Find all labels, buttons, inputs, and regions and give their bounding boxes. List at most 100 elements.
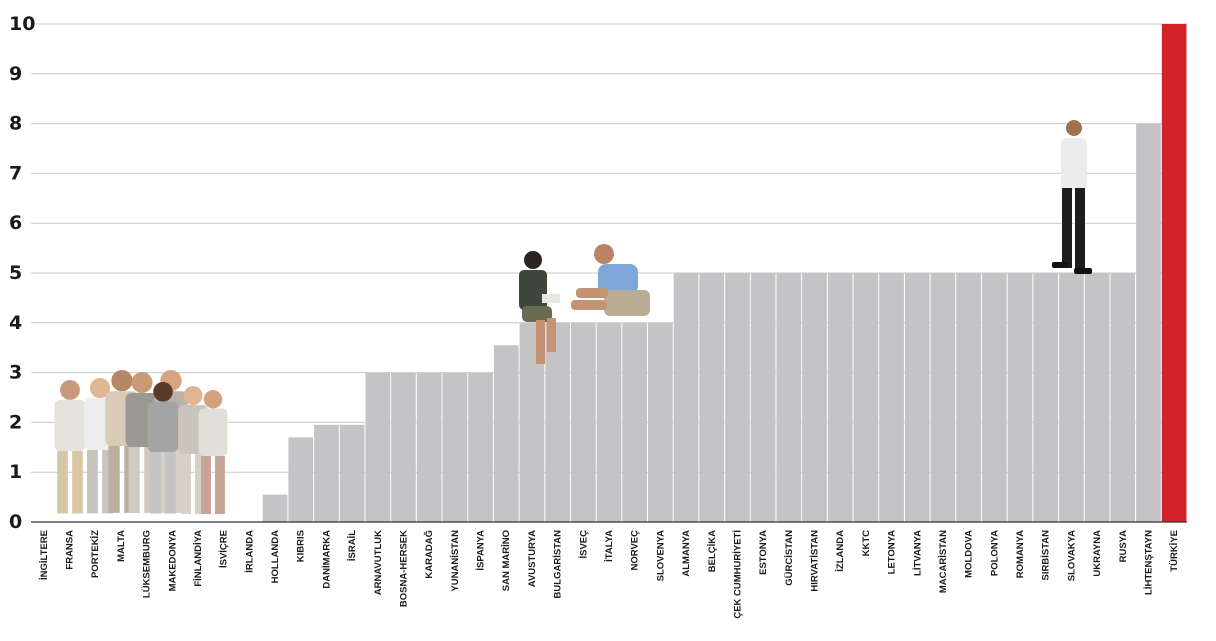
bar	[288, 437, 314, 522]
bar	[468, 372, 493, 522]
x-tick-label: İSRAİL	[347, 530, 358, 561]
x-tick-label: İRLANDA	[244, 530, 255, 573]
y-tick-label: 2	[9, 411, 22, 433]
bar	[827, 273, 853, 522]
x-tick-label: KARADAĞ	[423, 530, 435, 579]
bar	[1136, 123, 1161, 522]
y-tick-label: 7	[9, 162, 22, 184]
bar	[750, 273, 776, 522]
x-tick-label: BOSNA-HERSEK	[398, 530, 409, 607]
x-tick-label: POLONYA	[989, 530, 1000, 576]
x-tick-label: MACARİSTAN	[938, 530, 949, 593]
x-tick-label: TÜRKİYE	[1169, 530, 1180, 572]
bar	[1059, 273, 1084, 522]
bar	[930, 273, 956, 522]
bar	[622, 322, 648, 522]
y-tick-label: 10	[9, 13, 35, 35]
bars	[262, 24, 1187, 522]
x-tick-label: LETONYA	[887, 530, 898, 574]
bar	[981, 273, 1007, 522]
x-tick-label: KIBRIS	[296, 530, 307, 562]
x-tick-label: ESTONYA	[758, 530, 769, 575]
x-tick-label: HOLLANDA	[270, 530, 281, 583]
sitting-man-icon	[571, 244, 650, 316]
x-tick-label: KKTC	[861, 530, 872, 557]
bar	[1033, 273, 1059, 522]
bar	[314, 424, 339, 522]
bar	[262, 494, 288, 522]
x-tick-label: RUSYA	[1118, 530, 1129, 563]
y-tick-label: 5	[9, 262, 22, 284]
bar	[802, 273, 827, 522]
x-tick-label: PORTEKİZ	[90, 530, 101, 578]
x-tick-label: MAKEDONYA	[167, 530, 178, 592]
x-tick-label: SIRBİSTAN	[1041, 530, 1052, 581]
x-tick-label: İZLANDA	[835, 530, 846, 572]
bar	[365, 372, 391, 522]
x-tick-label: HIRVATİSTAN	[810, 530, 821, 592]
x-tick-label: İSPANYA	[476, 530, 487, 571]
bar	[853, 273, 879, 522]
bar	[493, 345, 519, 522]
x-tick-label: İSVİÇRE	[219, 530, 230, 568]
bar	[725, 273, 750, 522]
x-tick-label: FİNLANDİYA	[193, 530, 204, 587]
bar	[570, 322, 596, 522]
x-tick-label: FRANSA	[65, 530, 76, 570]
person-icon	[147, 382, 179, 514]
bar	[442, 372, 468, 522]
y-tick-label: 3	[9, 362, 22, 384]
x-tick-label: SLOVENYA	[655, 530, 666, 582]
x-tick-label: MOLDOVA	[964, 530, 975, 578]
bar	[416, 372, 442, 522]
y-axis-ticks: 0 1 2 3 4 5 6 7 8 9 10	[9, 13, 35, 533]
bar	[1110, 273, 1136, 522]
bar	[339, 424, 365, 522]
x-tick-label: GÜRCİSTAN	[784, 530, 795, 586]
x-tick-label: MALTA	[116, 530, 127, 562]
x-tick-label: SLOVAKYA	[1066, 530, 1077, 581]
standing-man-icon	[1052, 120, 1092, 274]
x-tick-label: DANİMARKA	[321, 530, 332, 589]
y-tick-label: 8	[9, 113, 22, 135]
x-tick-label: UKRAYNA	[1092, 530, 1103, 577]
bar	[904, 273, 930, 522]
x-tick-label: ROMANYA	[1015, 530, 1026, 578]
x-tick-label: LÜKSEMBURG	[142, 530, 153, 598]
x-axis-ticks: İNGİLTERE FRANSA PORTEKİZ MALTA LÜKSEMBURG MA…	[39, 530, 1180, 619]
people-illustrations	[54, 120, 1092, 515]
x-tick-label: LİHTENŞTAYN	[1143, 530, 1154, 595]
x-tick-label: ALMANYA	[681, 530, 692, 577]
x-tick-label: BULGARİSTAN	[553, 530, 564, 599]
y-tick-label: 0	[9, 511, 22, 533]
y-tick-label: 9	[9, 63, 22, 85]
bar	[1084, 273, 1110, 522]
bar	[648, 322, 673, 522]
y-tick-label: 1	[9, 461, 22, 483]
x-tick-label: İSVEÇ	[578, 530, 589, 559]
bar	[391, 372, 416, 522]
bar	[545, 322, 570, 522]
person-icon	[54, 380, 86, 514]
bar	[879, 273, 904, 522]
x-tick-label: İNGİLTERE	[39, 530, 50, 580]
sitting-woman-icon	[519, 251, 560, 364]
person-icon	[198, 390, 228, 515]
bar	[596, 322, 622, 522]
x-tick-label: ARNAVUTLUK	[373, 530, 384, 595]
bar	[699, 273, 725, 522]
x-tick-label: NORVEÇ	[630, 530, 641, 571]
y-tick-label: 4	[9, 312, 22, 334]
x-tick-label: LİTVANYA	[912, 530, 923, 576]
bar	[776, 273, 802, 522]
x-tick-label: YUNANİSTAN	[450, 530, 461, 592]
bar	[956, 273, 981, 522]
x-tick-label: BELÇİKA	[707, 530, 718, 572]
x-tick-label: SAN MARİNO	[501, 530, 512, 591]
x-tick-label: ÇEK CUMHURİYETİ	[732, 530, 743, 619]
bar	[1007, 273, 1033, 522]
x-tick-label: İTALYA	[604, 530, 615, 562]
bar	[1161, 24, 1187, 522]
bar	[673, 273, 699, 522]
